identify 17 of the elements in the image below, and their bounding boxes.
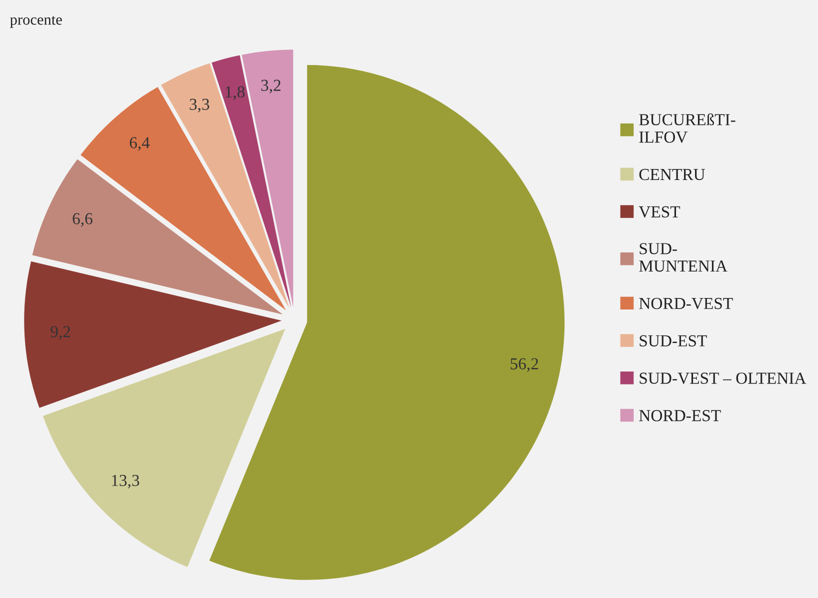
- legend-label: SUD-EST: [640, 335, 707, 346]
- legend-label: CENTRU: [639, 168, 705, 180]
- legend-label: VEST: [638, 206, 680, 218]
- data-label: 6,6: [72, 213, 92, 227]
- legend-label: NORD-VEST: [639, 298, 733, 310]
- data-label: 1,8: [226, 86, 245, 100]
- chart-title: procente: [10, 16, 62, 28]
- data-label: 9,2: [50, 326, 70, 340]
- legend-label: NORD-EST: [639, 410, 721, 422]
- data-label: 6,4: [130, 137, 150, 151]
- data-label: 56,2: [510, 358, 538, 372]
- data-label: 3,3: [190, 98, 210, 112]
- legend-label: BUCUREßTI- ILFOV: [639, 113, 736, 143]
- legend-label: SUD-VEST – OLTENIA: [640, 372, 806, 384]
- data-label: 13,3: [112, 474, 140, 488]
- legend-label: SUD- MUNTENIA: [639, 243, 728, 272]
- data-label: 3,2: [261, 80, 280, 94]
